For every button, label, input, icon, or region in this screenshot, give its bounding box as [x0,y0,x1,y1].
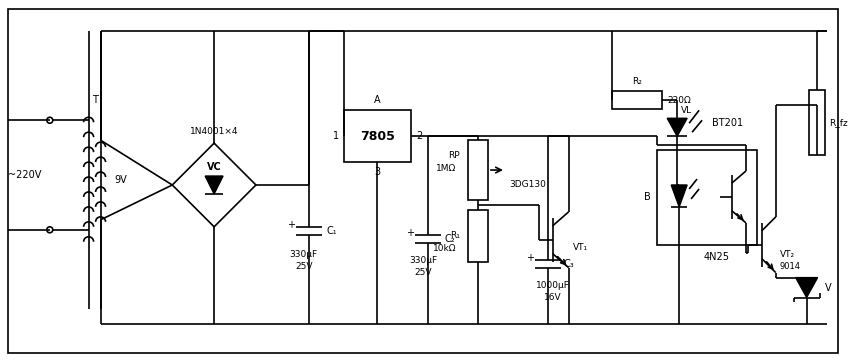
Bar [613,91,662,109]
Text: +: + [406,228,414,238]
Text: 3DG130: 3DG130 [509,181,547,189]
Text: RP: RP [449,151,460,160]
Bar [657,150,756,245]
Text: +: + [526,253,534,263]
Text: VT₁: VT₁ [573,243,587,252]
Text: 10kΩ: 10kΩ [433,244,456,253]
Text: ~220V: ~220V [8,170,42,180]
Text: 7805: 7805 [360,130,395,143]
Bar [468,210,488,262]
Text: 4N25: 4N25 [704,252,730,262]
Text: V: V [824,283,831,292]
Text: 9014: 9014 [779,262,801,271]
Bar [343,110,411,162]
Text: VL: VL [681,106,692,115]
Text: T: T [92,95,98,105]
Text: C₃: C₃ [564,259,575,269]
Text: +: + [286,220,295,230]
Text: 25V: 25V [415,268,432,277]
Text: R₁: R₁ [450,231,460,240]
Text: 25V: 25V [295,262,313,271]
Polygon shape [672,185,687,207]
Text: 1N4001×4: 1N4001×4 [190,127,238,136]
Text: BT201: BT201 [712,118,743,128]
Text: A: A [374,95,381,105]
Text: 1000μF: 1000μF [536,281,570,290]
Text: 330μF: 330μF [409,256,437,265]
Polygon shape [205,176,223,194]
Polygon shape [796,278,818,298]
Text: 330μF: 330μF [290,250,318,259]
Text: 2: 2 [416,131,422,141]
Text: 220Ω: 220Ω [667,96,691,105]
Text: B: B [644,192,650,202]
Polygon shape [667,118,687,136]
Text: C₂: C₂ [445,234,455,244]
Text: C₁: C₁ [326,226,337,236]
Text: 9V: 9V [115,175,128,185]
Text: VC: VC [207,162,222,172]
Text: 1MΩ: 1MΩ [436,164,456,173]
Text: 3: 3 [374,167,381,177]
Text: 16V: 16V [544,293,562,302]
Text: R_fz: R_fz [830,118,848,127]
Text: R₂: R₂ [632,77,643,86]
Text: 1: 1 [332,131,338,141]
Text: VT₂: VT₂ [779,250,795,259]
Bar [808,90,824,155]
Bar [468,140,488,200]
